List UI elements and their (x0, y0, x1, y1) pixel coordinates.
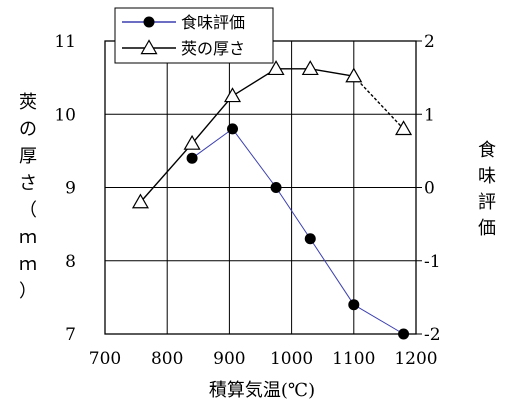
y-right-tick-label: -1 (424, 252, 441, 272)
y-axis-left-label: 莢の厚さ （ ｍｍ ） (19, 92, 37, 302)
data-point-circle (304, 233, 316, 245)
data-point-triangle (301, 60, 319, 76)
data-point-triangle (140, 39, 158, 55)
y-left-tick-label: 7 (65, 325, 76, 345)
x-tick-label: 1100 (332, 349, 375, 369)
x-tick-label: 700 (89, 349, 121, 369)
y-left-tick-label: 10 (54, 105, 76, 125)
y-left-label-char: 厚 (19, 146, 37, 167)
x-tick-label: 900 (213, 349, 245, 369)
y-right-label-char: 食 (478, 140, 496, 161)
y-right-tick-label: 0 (424, 179, 435, 199)
series-thickness (131, 60, 413, 209)
y-right-label-char: 評 (478, 192, 496, 213)
x-tick-label: 800 (151, 349, 183, 369)
series-line-segment (309, 238, 355, 305)
y-left-tick-label: 9 (65, 179, 76, 199)
legend-entry: 莢の厚さ (122, 39, 245, 58)
legend-box (114, 7, 274, 64)
x-axis-label: 積算気温(℃) (209, 380, 315, 401)
data-point-circle (186, 152, 198, 164)
series-line-segment (310, 68, 354, 77)
y-left-label-char: ｍ (19, 227, 37, 248)
y-left-tick-label: 8 (65, 252, 76, 272)
y-left-label-char: ｍ (19, 254, 37, 275)
y-right-tick-label: 1 (424, 105, 435, 125)
series-line-segment (191, 128, 233, 159)
y-right-label-char: 価 (478, 218, 496, 239)
y-left-tick-label: 11 (54, 32, 76, 52)
data-point-triangle (183, 134, 201, 150)
data-point-circle (227, 123, 239, 135)
y-right-tick-label: -2 (424, 325, 441, 345)
y-left-label-char: （ (19, 200, 37, 221)
data-point-circle (398, 328, 410, 340)
series-line-segment (353, 75, 405, 130)
data-point-triangle (223, 87, 242, 103)
y-right-label-char: 味 (478, 166, 496, 187)
legend-entry: 食味評価 (122, 13, 245, 32)
series-layer (131, 60, 413, 340)
series-line-segment (139, 143, 193, 203)
y-left-label-char: 莢 (19, 92, 37, 113)
data-point-circle (143, 16, 155, 28)
y-left-label-char: の (19, 119, 37, 140)
y-left-label-char: さ (19, 173, 37, 194)
y-left-label-char: ） (19, 281, 37, 302)
series-taste (186, 123, 410, 340)
y-right-tick-label: 2 (424, 32, 435, 52)
data-point-triangle (267, 60, 285, 76)
series-line-segment (191, 95, 234, 145)
series-line-segment (275, 187, 311, 240)
series-line-segment (353, 304, 404, 335)
series-line-segment (232, 128, 277, 188)
y-axis-right-label: 食味評価 (478, 140, 496, 239)
tick-labels: 700 800 900 1000 1100 1200 7 8 9 10 11 -2 -1 0 1 2 (54, 32, 440, 369)
data-point-triangle (345, 67, 363, 83)
x-tick-label: 1200 (394, 349, 437, 369)
legend-label: 莢の厚さ (181, 39, 245, 58)
data-point-triangle (131, 193, 149, 209)
data-point-triangle (395, 120, 413, 136)
data-point-circle (348, 299, 360, 311)
data-point-circle (270, 182, 282, 193)
legend-label: 食味評価 (181, 13, 245, 32)
x-tick-label: 1000 (270, 349, 313, 369)
grid (105, 41, 416, 334)
